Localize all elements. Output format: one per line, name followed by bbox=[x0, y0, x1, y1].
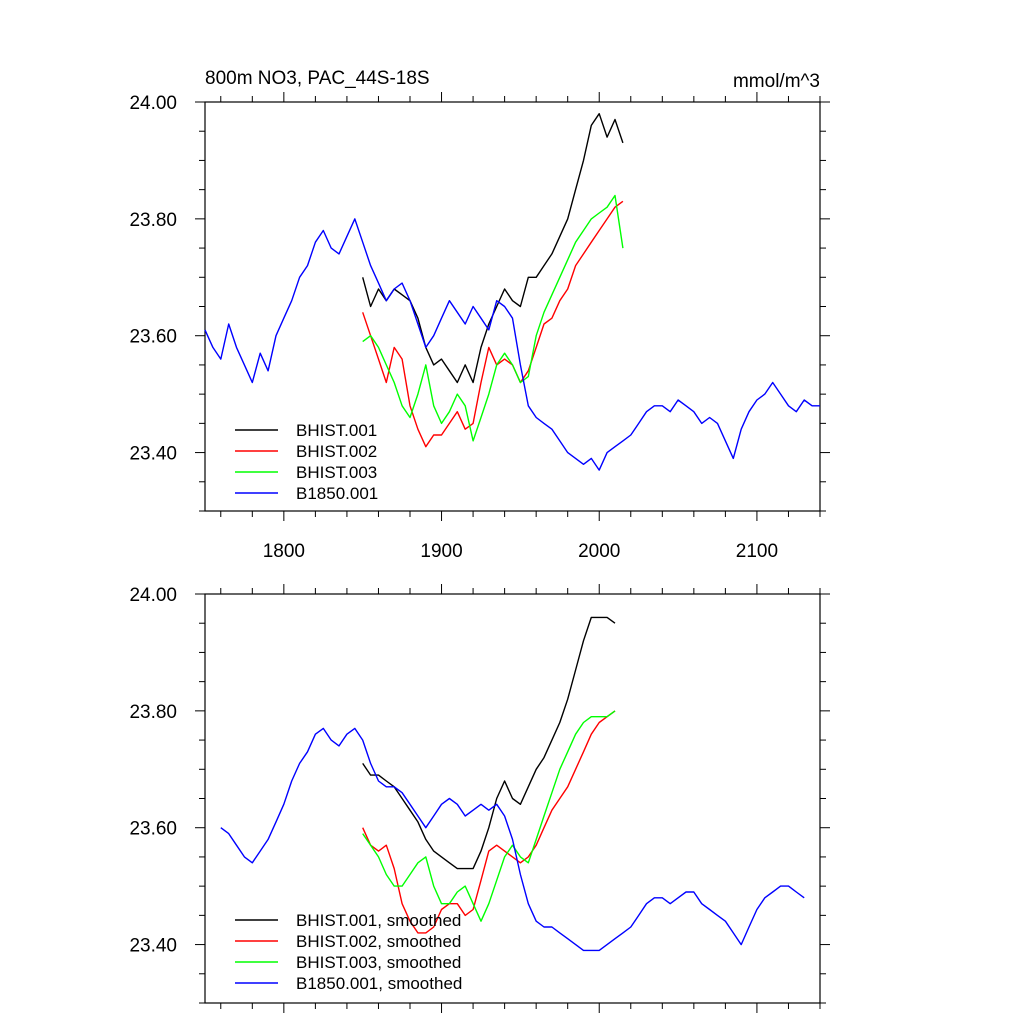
y-tick-label: 23.60 bbox=[129, 819, 177, 840]
legend-label: B1850.001 bbox=[296, 484, 378, 503]
x-tick-label: 1800 bbox=[263, 541, 305, 562]
y-tick-label: 23.80 bbox=[129, 702, 177, 723]
y-tick-label: 23.60 bbox=[129, 327, 177, 348]
y-tick-label: 23.80 bbox=[129, 210, 177, 231]
x-tick-label: 1900 bbox=[420, 541, 462, 562]
units-label: mmol/m^3 bbox=[733, 71, 820, 92]
series-line-3 bbox=[362, 194, 624, 442]
series-line-1 bbox=[362, 112, 624, 384]
series-line-2 bbox=[362, 200, 624, 448]
series-line-1 bbox=[362, 616, 616, 870]
legend-label: BHIST.003, smoothed bbox=[296, 953, 461, 972]
bottom-panel: 23.40 23.60 23.80 24.00 BHIST.001, smoothed B… bbox=[129, 584, 830, 1013]
top-panel: 1800 1900 2000 2100 23.40 23.60 23.80 24.00 BHIS… bbox=[129, 92, 830, 562]
legend-label: BHIST.002, smoothed bbox=[296, 932, 461, 951]
series-line-2 bbox=[362, 710, 616, 934]
legend-label: BHIST.003 bbox=[296, 463, 377, 482]
x-tick-label: 2100 bbox=[736, 541, 778, 562]
legend-label: BHIST.002 bbox=[296, 442, 377, 461]
legend-label: BHIST.001, smoothed bbox=[296, 911, 461, 930]
x-tick-label: 2000 bbox=[578, 541, 620, 562]
chart-title: 800m NO3, PAC_44S-18S bbox=[205, 68, 430, 89]
series-line-4 bbox=[204, 218, 820, 471]
y-tick-label: 24.00 bbox=[129, 93, 177, 114]
y-tick-label: 23.40 bbox=[129, 936, 177, 957]
legend-label: BHIST.001 bbox=[296, 421, 377, 440]
series-line-4 bbox=[220, 727, 805, 952]
y-tick-label: 23.40 bbox=[129, 444, 177, 465]
series-line-3 bbox=[362, 710, 616, 922]
y-tick-label: 24.00 bbox=[129, 585, 177, 606]
legend-label: B1850.001, smoothed bbox=[296, 974, 462, 993]
